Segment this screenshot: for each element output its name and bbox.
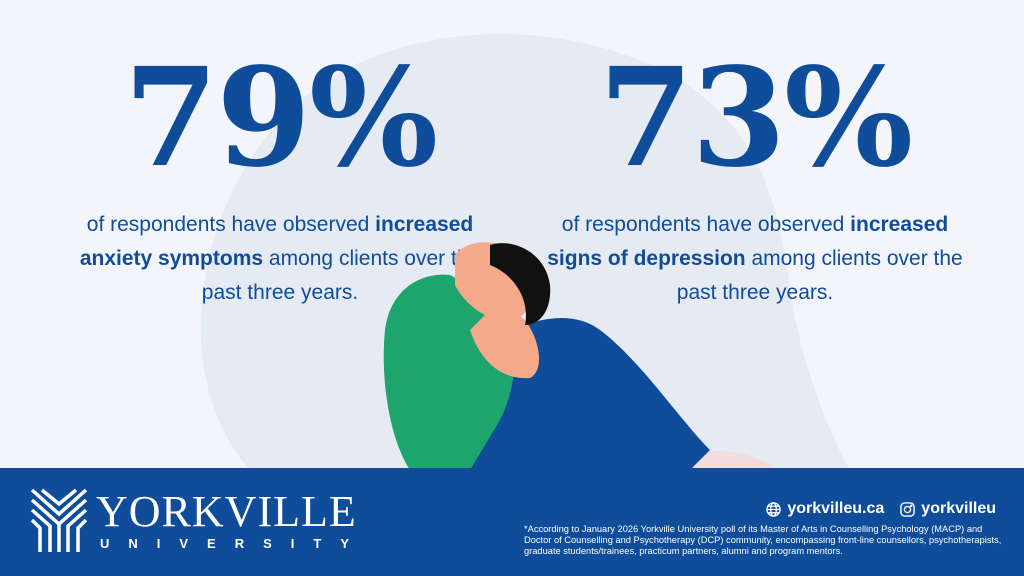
instagram-link[interactable]: yorkvilleu [900,500,996,518]
brand-name: YORKVILLE [96,487,357,536]
stat-value: 73% [598,38,913,198]
instagram-icon [900,501,916,517]
brand-subtitle: UNIVERSITY [100,536,369,551]
website-link[interactable]: yorkvilleu.ca [766,500,884,518]
globe-icon [766,501,782,517]
stat-depression: 73% of respondents have observed increas… [535,50,975,310]
social-links: yorkvilleu.ca yorkvilleu [766,500,996,518]
footer: YORKVILLE UNIVERSITY yorkvilleu.ca yorkv… [0,468,1024,576]
stat-description: of respondents have observed increased s… [547,213,963,304]
footnote: *According to January 2026 Yorkville Uni… [524,524,1002,556]
stat-description: of respondents have observed increased a… [79,213,481,304]
stat-value: 79% [123,38,438,198]
yorkville-logo-icon [30,488,88,552]
stat-anxiety: 79% of respondents have observed increas… [60,50,500,310]
